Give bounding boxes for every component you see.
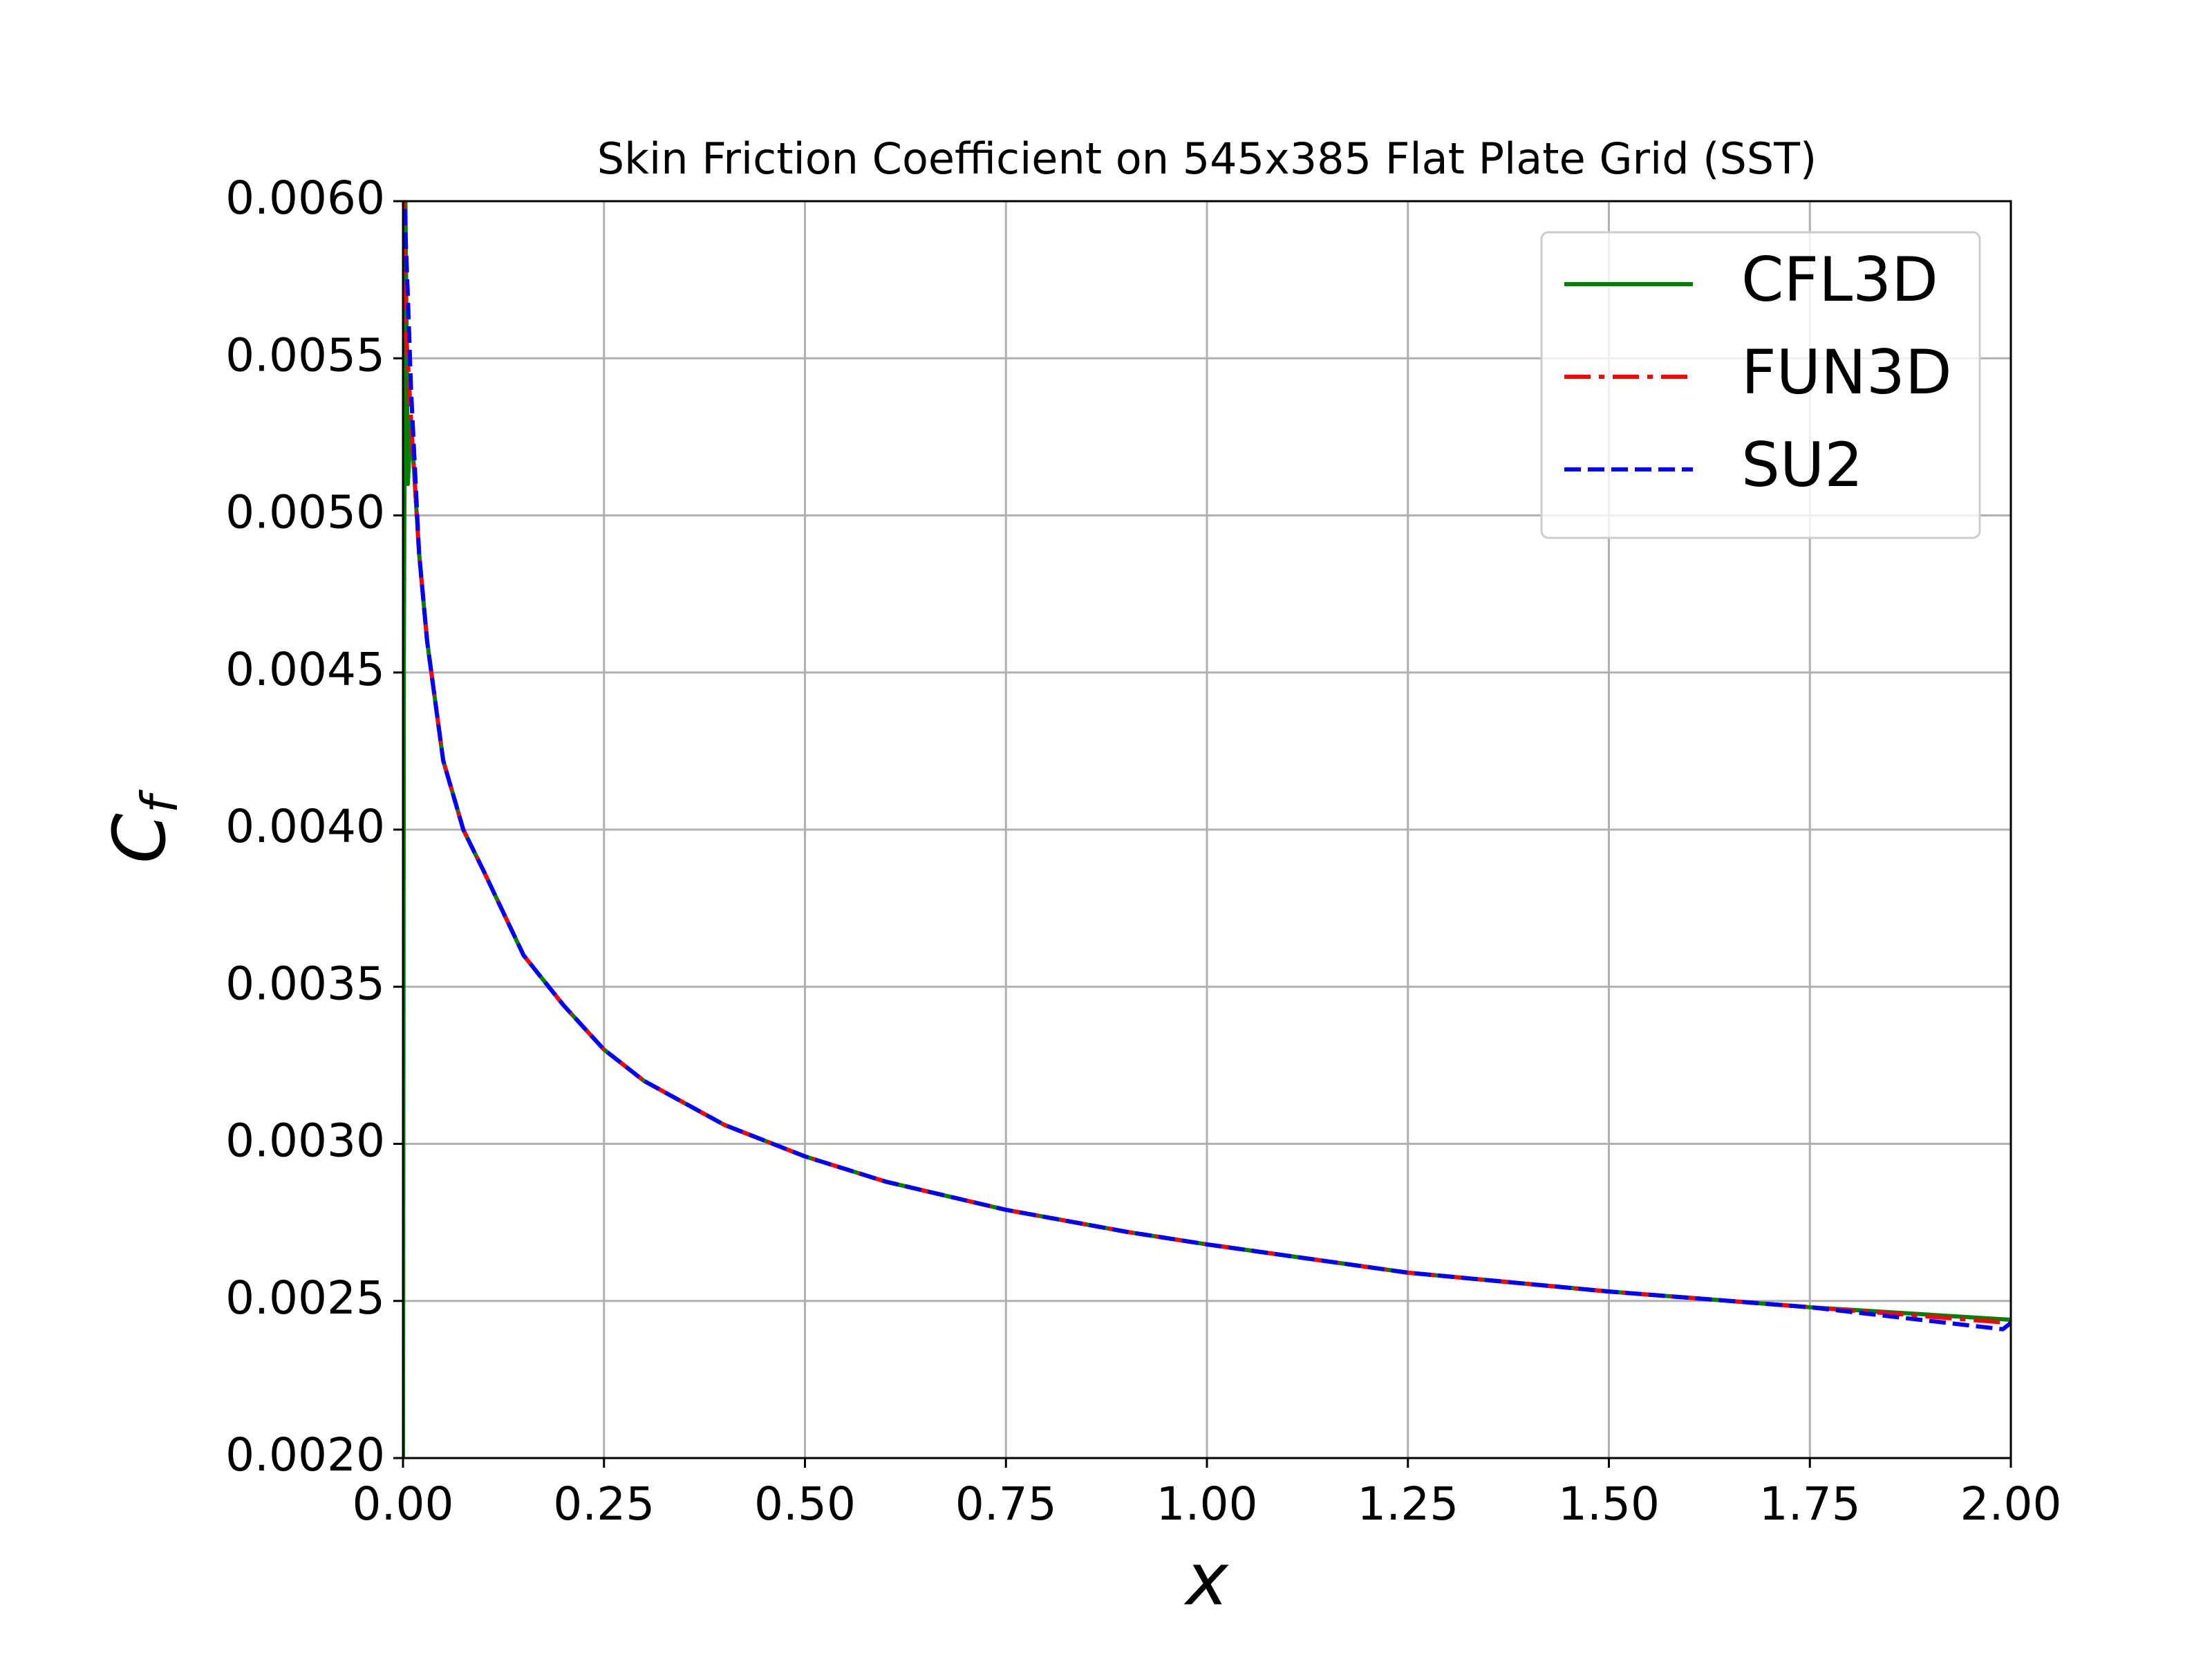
x-tick-label: 0.50 [754,1477,856,1531]
y-axis-label-text: C [97,813,182,863]
y-tick-label: 0.0050 [225,486,385,539]
y-tick-label: 0.0020 [225,1428,385,1482]
legend: CFL3D FUN3D SU2 [1540,231,1981,539]
x-axis-label: x [1183,1537,1229,1621]
x-tick-label: 0.00 [353,1477,454,1531]
y-tick-label: 0.0040 [225,800,385,853]
legend-label: FUN3D [1741,337,1952,408]
x-tick-label: 1.00 [1156,1477,1258,1531]
y-tick-label: 0.0045 [225,643,385,696]
y-tick-label: 0.0030 [225,1114,385,1168]
y-tick-label: 0.0060 [225,171,385,225]
legend-label: CFL3D [1741,244,1938,315]
x-tick-label: 1.75 [1759,1477,1861,1531]
y-tick-label: 0.0035 [225,957,385,1010]
series-line [403,201,2011,1332]
legend-label: SU2 [1741,429,1863,501]
y-tick-label: 0.0025 [225,1271,385,1325]
legend-box [1540,231,1981,539]
series-line [403,201,2011,1325]
x-tick-label: 2.00 [1960,1477,2062,1531]
x-tick-label: 0.75 [955,1477,1057,1531]
x-tick-label: 1.50 [1558,1477,1660,1531]
x-tick-label: 0.25 [553,1477,655,1531]
ticks: 0.00 0.25 0.50 0.75 1.00 1.25 1.50 1.75 2.00 0.00… [225,171,2061,1531]
plot-area [403,201,2011,1458]
x-tick-label: 1.25 [1357,1477,1459,1531]
y-tick-label: 0.0055 [225,328,385,382]
chart-title: Skin Friction Coefficient on 545x385 Fla… [597,133,1817,184]
